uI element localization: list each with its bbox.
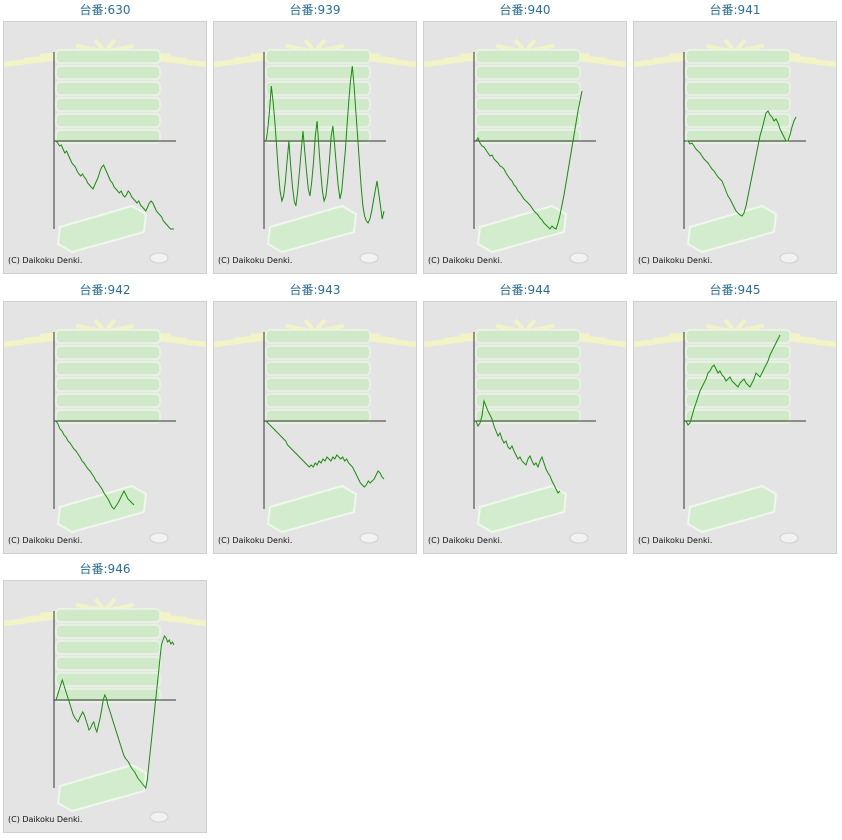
copyright-text: (C) Daikoku Denki. — [638, 536, 713, 545]
slump-line — [475, 90, 583, 230]
slump-graph[interactable]: (C) Daikoku Denki. — [3, 580, 207, 833]
slump-graph[interactable]: (C) Daikoku Denki. — [633, 301, 837, 554]
machine-number-link[interactable]: 台番:630 — [79, 3, 131, 17]
graph-svg — [424, 318, 626, 544]
graph-svg — [634, 318, 836, 544]
slump-graph[interactable]: (C) Daikoku Denki. — [423, 301, 627, 554]
slump-line — [265, 65, 385, 224]
graph-cell: 台番:941 (C) Daikoku Denki. — [633, 0, 837, 274]
background-illustration — [424, 318, 626, 544]
machine-number-link[interactable]: 台番:945 — [709, 283, 761, 297]
background-illustration — [634, 318, 836, 544]
graph-cell: 台番:944 (C) Daikoku Denki. — [423, 280, 627, 554]
slump-line — [55, 634, 175, 790]
slump-graph[interactable]: (C) Daikoku Denki. — [423, 21, 627, 274]
background-illustration — [424, 38, 626, 264]
graph-svg — [4, 318, 206, 544]
graph-cell: 台番:946 (C) Daikoku Denki. — [3, 559, 207, 833]
slump-graph[interactable]: (C) Daikoku Denki. — [3, 301, 207, 554]
slump-line — [55, 420, 135, 510]
slump-line — [265, 420, 385, 488]
graph-svg — [424, 38, 626, 264]
slump-graph[interactable]: (C) Daikoku Denki. — [3, 21, 207, 274]
slump-graph[interactable]: (C) Daikoku Denki. — [633, 21, 837, 274]
background-illustration — [4, 597, 206, 823]
graph-svg — [214, 38, 416, 264]
copyright-text: (C) Daikoku Denki. — [218, 256, 293, 265]
machine-number-link[interactable]: 台番:943 — [289, 283, 341, 297]
machine-number-link[interactable]: 台番:941 — [709, 3, 761, 17]
graph-cell: 台番:630 (C) Daikoku Denki. — [3, 0, 207, 274]
background-illustration — [4, 318, 206, 544]
copyright-text: (C) Daikoku Denki. — [8, 815, 83, 824]
graph-cell: 台番:942 (C) Daikoku Denki. — [3, 280, 207, 554]
graph-svg — [214, 318, 416, 544]
copyright-text: (C) Daikoku Denki. — [428, 536, 503, 545]
copyright-text: (C) Daikoku Denki. — [8, 536, 83, 545]
copyright-text: (C) Daikoku Denki. — [8, 256, 83, 265]
machine-number-link[interactable]: 台番:946 — [79, 562, 131, 576]
graph-cell: 台番:940 (C) Daikoku Denki. — [423, 0, 627, 274]
background-illustration — [634, 38, 836, 264]
background-illustration — [4, 38, 206, 264]
slump-line — [685, 334, 781, 426]
graph-cell: 台番:939 (C) Daikoku Denki. — [213, 0, 417, 274]
graph-cell: 台番:943 (C) Daikoku Denki. — [213, 280, 417, 554]
slump-graph[interactable]: (C) Daikoku Denki. — [213, 301, 417, 554]
graph-svg — [4, 38, 206, 264]
slump-graph[interactable]: (C) Daikoku Denki. — [213, 21, 417, 274]
machine-number-link[interactable]: 台番:940 — [499, 3, 551, 17]
slump-line — [686, 110, 797, 217]
graph-svg — [634, 38, 836, 264]
slump-line — [55, 140, 174, 230]
copyright-text: (C) Daikoku Denki. — [428, 256, 503, 265]
background-illustration — [214, 318, 416, 544]
copyright-text: (C) Daikoku Denki. — [638, 256, 713, 265]
copyright-text: (C) Daikoku Denki. — [218, 536, 293, 545]
graph-svg — [4, 597, 206, 823]
graph-cell: 台番:945 (C) Daikoku Denki. — [633, 280, 837, 554]
slump-line — [475, 399, 561, 494]
machine-number-link[interactable]: 台番:939 — [289, 3, 341, 17]
machine-number-link[interactable]: 台番:942 — [79, 283, 131, 297]
machine-number-link[interactable]: 台番:944 — [499, 283, 551, 297]
background-illustration — [214, 38, 416, 264]
